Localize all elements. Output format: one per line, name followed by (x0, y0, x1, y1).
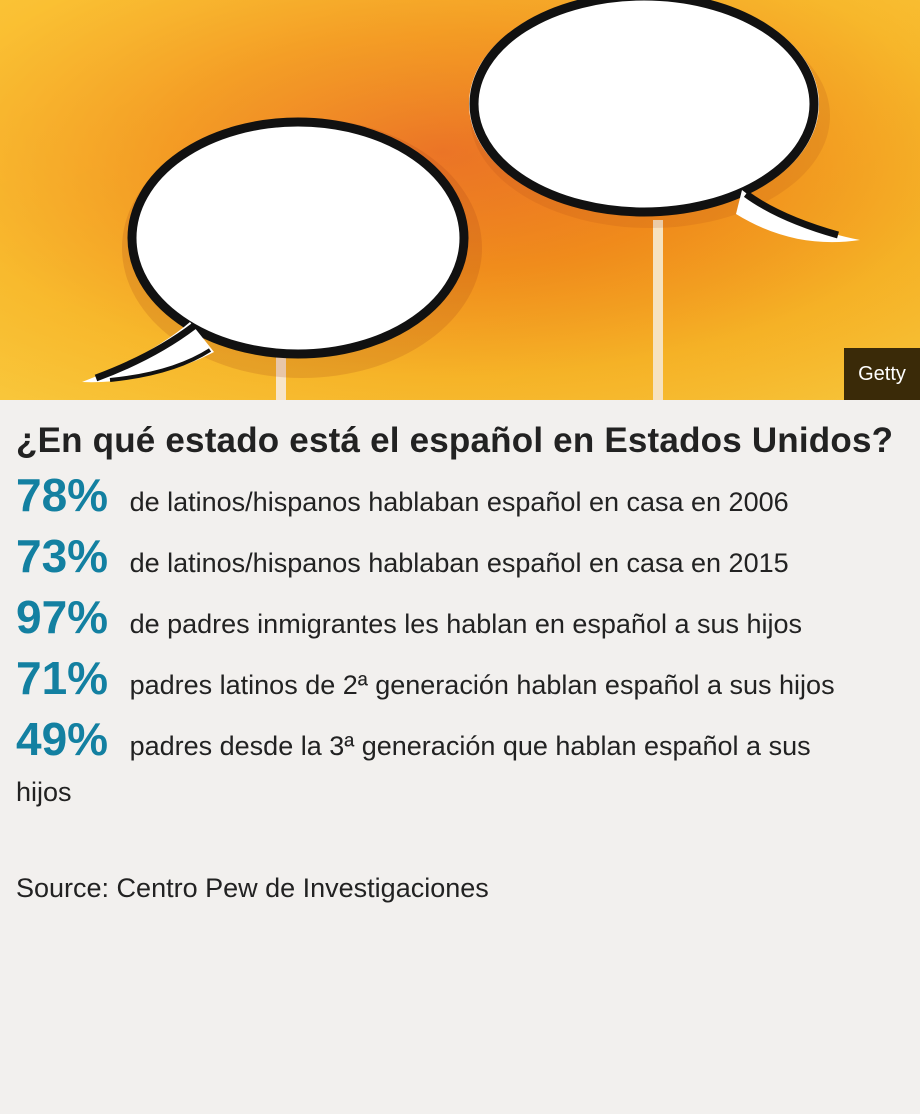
stat-item: 73% de latinos/hispanos hablaban español… (16, 533, 904, 586)
content-area: ¿En qué estado está el español en Estado… (0, 400, 920, 906)
stats-list: 78% de latinos/hispanos hablaban español… (16, 472, 904, 815)
stat-description: de padres inmigrantes les hablan en espa… (129, 609, 803, 639)
speech-bubbles-illustration (0, 0, 920, 400)
stat-value: 97% (16, 591, 109, 643)
stat-value: 78% (16, 469, 109, 521)
stat-value: 73% (16, 530, 109, 582)
stat-value: 49% (16, 713, 109, 765)
stat-item: 49% padres desde la 3ª generación que ha… (16, 716, 904, 815)
stat-description: padres desde la 3ª generación que hablan… (16, 731, 811, 807)
source-note: Source: Centro Pew de Investigaciones (16, 873, 489, 903)
hero-image: Getty (0, 0, 920, 400)
left-speech-bubble (82, 117, 482, 400)
stat-item: 78% de latinos/hispanos hablaban español… (16, 472, 904, 525)
stat-value: 71% (16, 652, 109, 704)
stat-item: 97% de padres inmigrantes les hablan en … (16, 594, 904, 647)
stat-description: de latinos/hispanos hablaban español en … (129, 487, 789, 517)
page-title: ¿En qué estado está el español en Estado… (16, 421, 894, 460)
right-speech-bubble (469, 0, 860, 400)
stat-item: 71% padres latinos de 2ª generación habl… (16, 655, 904, 708)
stat-description: de latinos/hispanos hablaban español en … (129, 548, 789, 578)
image-credit: Getty (844, 348, 920, 400)
stat-description: padres latinos de 2ª generación hablan e… (129, 670, 835, 700)
